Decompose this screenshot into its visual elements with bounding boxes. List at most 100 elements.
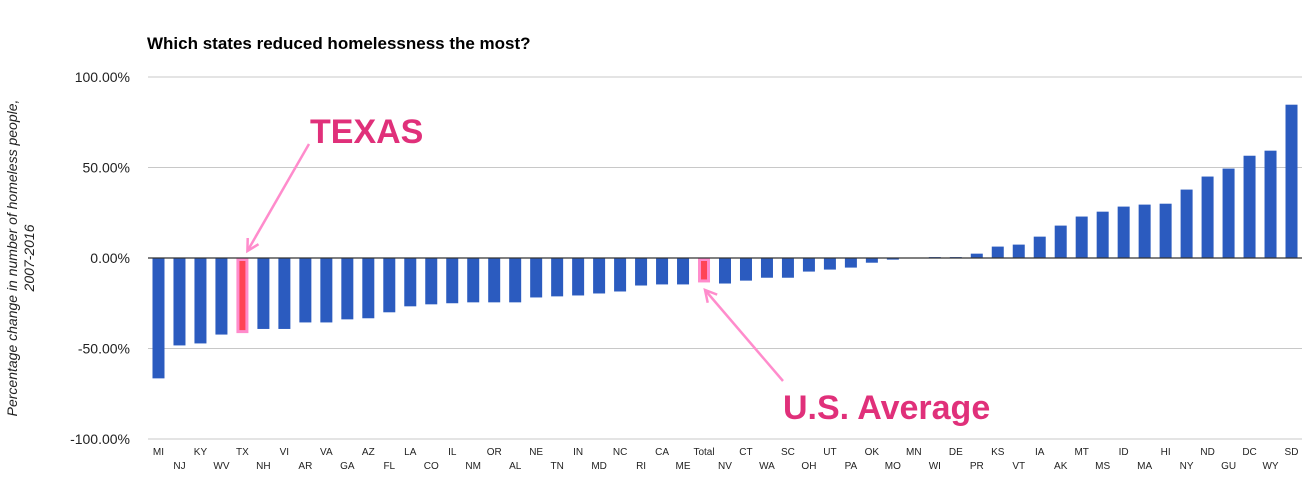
bar-co: [425, 258, 438, 305]
bar-ca: [656, 258, 669, 285]
x-tick-label: CO: [424, 461, 439, 472]
bar-az: [362, 258, 375, 319]
chart-title: Which states reduced homelessness the mo…: [147, 34, 531, 53]
x-tick-label: VT: [1012, 461, 1025, 472]
bar-mi: [152, 258, 165, 379]
y-tick-label: -50.00%: [78, 341, 130, 357]
x-tick-label: TN: [550, 461, 563, 472]
bar-ny: [1180, 189, 1193, 258]
x-tick-label: ID: [1119, 447, 1129, 458]
bar-vt: [1012, 244, 1025, 258]
bars: [148, 104, 1302, 379]
bar-nj: [173, 258, 186, 346]
x-tick-label: AZ: [362, 447, 375, 458]
x-tick-label: LA: [404, 447, 417, 458]
y-tick-label: 50.00%: [83, 160, 130, 176]
x-tick-label: NJ: [173, 461, 185, 472]
bar-ok: [865, 258, 878, 263]
bar-al: [509, 258, 522, 303]
x-tick-label: IN: [573, 447, 583, 458]
x-tick-label: VA: [320, 447, 333, 458]
bar-ct: [739, 258, 752, 281]
bar-ia: [1033, 236, 1046, 258]
texas-annotation: TEXAS: [310, 113, 423, 151]
x-tick-label: MD: [591, 461, 607, 472]
bar-id: [1117, 206, 1130, 258]
bar-total-highlighted: [698, 258, 711, 283]
x-tick-label: AL: [509, 461, 522, 472]
bar-tx-highlighted: [236, 258, 249, 334]
bar-nm: [467, 258, 480, 303]
x-tick-label: ND: [1200, 447, 1214, 458]
y-axis-label-line-2: 2007-2016: [21, 224, 37, 292]
x-tick-label: RI: [636, 461, 646, 472]
bar-ks: [991, 246, 1004, 258]
y-tick-label: -100.00%: [70, 431, 130, 447]
bar-va: [320, 258, 333, 323]
x-tick-label: CT: [739, 447, 752, 458]
y-axis-ticks: 100.00% 50.00% 0.00% -50.00% -100.00%: [70, 69, 130, 447]
bar-ut: [823, 258, 836, 270]
x-tick-label: WA: [759, 461, 775, 472]
bar-ms: [1096, 211, 1109, 258]
bar-ak: [1054, 225, 1067, 258]
bar-fl: [383, 258, 396, 313]
annotations: TEXAS U.S. Average: [246, 113, 990, 427]
x-tick-label: PR: [970, 461, 984, 472]
bar-wa: [760, 258, 773, 278]
x-tick-label: GA: [340, 461, 355, 472]
bar-or: [488, 258, 501, 303]
bar-sd: [1285, 104, 1298, 259]
x-tick-label: ME: [676, 461, 691, 472]
x-tick-label: NY: [1180, 461, 1194, 472]
x-tick-label: KY: [194, 447, 208, 458]
x-tick-label: DE: [949, 447, 963, 458]
bar-mo: [886, 258, 899, 260]
x-tick-label: MO: [885, 461, 901, 472]
x-tick-label: KS: [991, 447, 1005, 458]
x-tick-label: IA: [1035, 447, 1045, 458]
bar-me: [677, 258, 690, 285]
gridlines: [148, 76, 1302, 440]
bar-wv: [215, 258, 228, 335]
x-tick-label: DC: [1242, 447, 1256, 458]
x-tick-label: UT: [823, 447, 836, 458]
y-axis-label: Percentage change in number of homeless …: [4, 100, 37, 417]
bar-ne: [530, 258, 543, 298]
us-average-arrowhead-icon: [703, 288, 718, 303]
bar-pr: [970, 253, 983, 258]
x-tick-label: MN: [906, 447, 922, 458]
x-tick-label: MI: [153, 447, 164, 458]
bar-wy: [1264, 150, 1277, 258]
x-tick-label: OH: [801, 461, 816, 472]
bar-ri: [635, 258, 648, 286]
x-tick-label: Total: [693, 447, 714, 458]
x-tick-label: IL: [448, 447, 457, 458]
bar-nc: [614, 258, 627, 292]
texas-arrowhead-icon: [246, 237, 260, 254]
bar-oh: [802, 258, 815, 272]
x-tick-label: WY: [1262, 461, 1278, 472]
bar-tn: [551, 258, 564, 297]
texas-arrow-icon: [246, 143, 311, 252]
x-tick-label: SD: [1285, 447, 1299, 458]
bar-nd: [1201, 176, 1214, 258]
x-tick-label: MS: [1095, 461, 1110, 472]
bar-hi: [1159, 203, 1172, 258]
bar-ar: [299, 258, 312, 323]
x-tick-label: TX: [236, 447, 249, 458]
x-tick-label: GU: [1221, 461, 1236, 472]
x-tick-label: VI: [280, 447, 289, 458]
x-tick-label: NC: [613, 447, 627, 458]
x-tick-label: AR: [298, 461, 312, 472]
x-tick-label: NH: [256, 461, 270, 472]
bar-ky: [194, 258, 207, 344]
x-tick-label: NM: [465, 461, 481, 472]
x-tick-label: FL: [383, 461, 395, 472]
x-tick-label: WV: [213, 461, 229, 472]
x-tick-label: NE: [529, 447, 543, 458]
bar-sc: [781, 258, 794, 278]
x-tick-label: OK: [865, 447, 880, 458]
bar-ga: [341, 258, 354, 320]
